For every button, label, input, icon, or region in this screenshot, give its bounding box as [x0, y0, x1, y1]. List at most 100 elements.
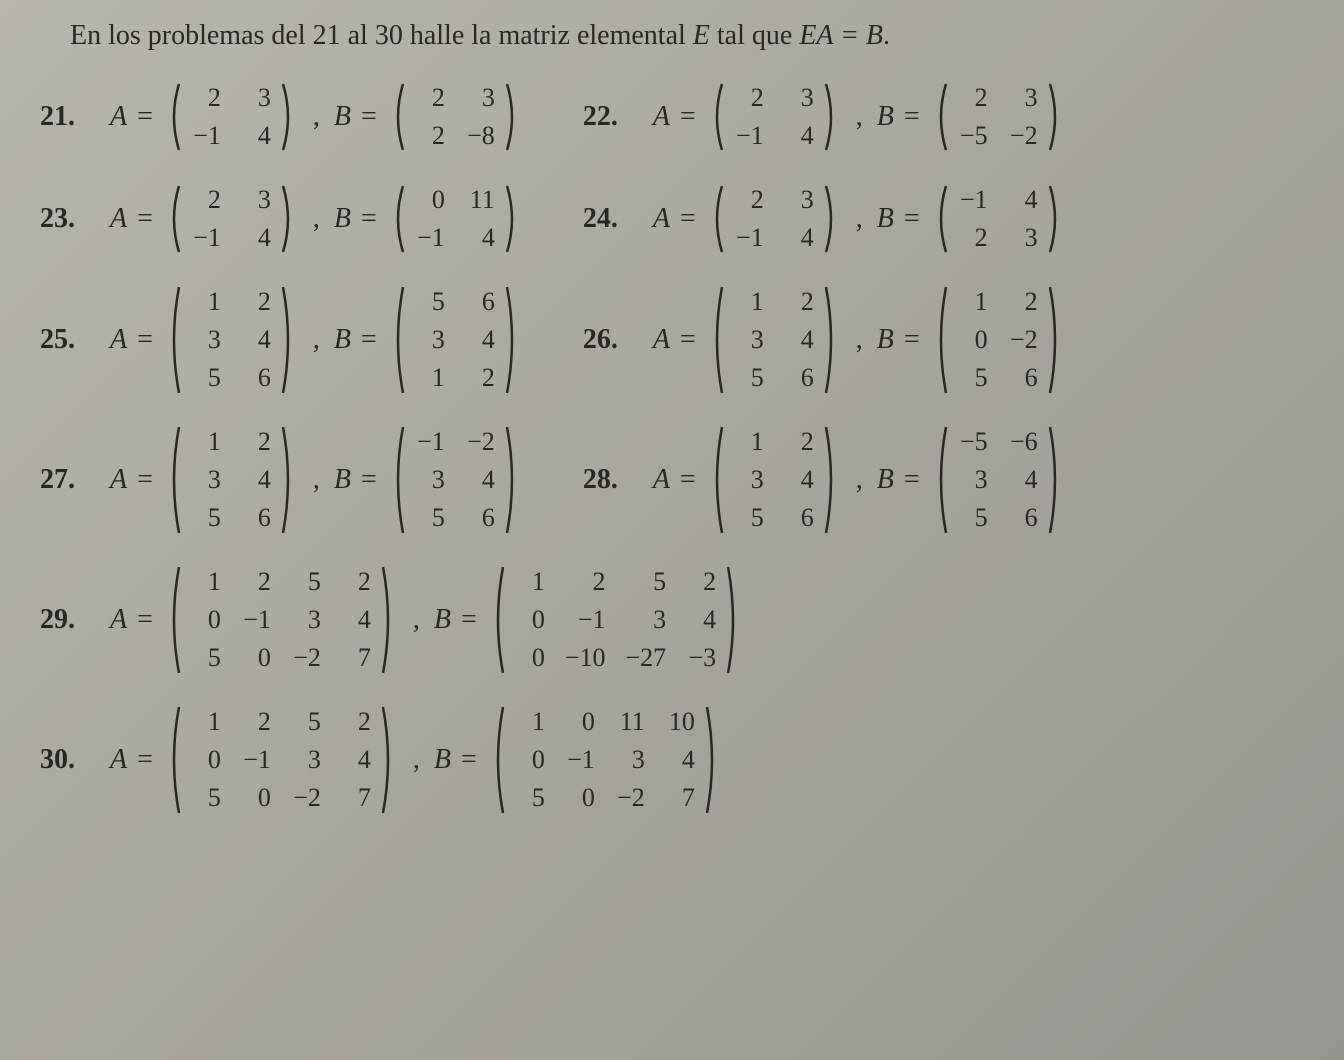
matrix-cell: 5 [734, 503, 764, 533]
var-b: B [334, 203, 351, 235]
matrix-grid: −1−23456 [405, 421, 505, 539]
matrix-cell: 4 [241, 121, 271, 151]
comma: , [413, 744, 420, 776]
equals-sign: = [904, 324, 920, 356]
equation: A = 123456, B = 563412 [110, 281, 523, 399]
instruction-mid: tal que [710, 20, 799, 51]
right-paren-icon [824, 82, 838, 152]
matrix-cell: 1 [191, 707, 221, 737]
matrix-cell: −2 [615, 783, 645, 813]
var-a: A [110, 203, 127, 235]
equals-sign: = [680, 203, 696, 235]
matrix-cell: 2 [734, 83, 764, 113]
var-a: A [653, 203, 670, 235]
matrix-cell: 3 [291, 745, 321, 775]
right-paren-icon [281, 425, 295, 535]
matrix-cell: 6 [784, 363, 814, 393]
left-paren-icon [710, 285, 724, 395]
var-b: B [434, 744, 451, 776]
right-paren-icon [1048, 425, 1062, 535]
matrix-cell: 10 [665, 707, 695, 737]
matrix-cell: 2 [784, 287, 814, 317]
problem: 25.A = 123456, B = 563412 [40, 281, 523, 399]
left-paren-icon [167, 184, 181, 254]
matrix-cell: 3 [465, 83, 495, 113]
matrix-cell: 4 [1008, 185, 1038, 215]
matrix: 563412 [387, 281, 523, 399]
matrix-cell: 2 [565, 567, 606, 597]
matrix: 123456 [163, 421, 299, 539]
matrix: 23−14 [163, 77, 299, 157]
matrix-cell: 0 [191, 745, 221, 775]
matrix: 23−14 [163, 179, 299, 259]
matrix-cell: 5 [191, 503, 221, 533]
matrix-grid: −5−63456 [948, 421, 1048, 539]
matrix-grid: 23−14 [724, 179, 824, 259]
matrix-cell: −2 [291, 783, 321, 813]
matrix-cell: 5 [958, 503, 988, 533]
equals-sign: = [361, 464, 377, 496]
instruction-prefix: En los problemas del 21 al 30 halle la m… [70, 20, 693, 51]
matrix-cell: 2 [241, 287, 271, 317]
left-paren-icon [167, 425, 181, 535]
matrix-cell: 0 [415, 185, 445, 215]
problem: 21.A = 23−14, B = 232−8 [40, 77, 523, 157]
equation: A = 12520−13450−27, B = 1011100−13450−27 [110, 701, 723, 819]
left-paren-icon [391, 425, 405, 535]
matrix-cell: 3 [1008, 223, 1038, 253]
matrix-cell: 2 [241, 427, 271, 457]
left-paren-icon [167, 705, 181, 815]
matrix-cell: 3 [241, 83, 271, 113]
equals-sign: = [361, 324, 377, 356]
matrix-grid: 23−5−2 [948, 77, 1048, 157]
matrix-grid: 12520−13450−27 [181, 561, 381, 679]
matrix: 12520−13450−27 [163, 561, 399, 679]
problems-container: 21.A = 23−14, B = 232−822.A = 23−14, B =… [40, 77, 1304, 819]
equation: A = 12520−13450−27, B = 12520−1340−10−27… [110, 561, 744, 679]
problem: 24.A = 23−14, B = −1423 [583, 179, 1066, 259]
matrix-cell: 2 [784, 427, 814, 457]
matrix-grid: 123456 [181, 281, 281, 399]
matrix-cell: 2 [465, 363, 495, 393]
left-paren-icon [934, 285, 948, 395]
matrix-cell: −1 [958, 185, 988, 215]
var-b: B [877, 324, 894, 356]
matrix-cell: 4 [784, 325, 814, 355]
matrix-cell: 3 [1008, 83, 1038, 113]
matrix-cell: −27 [625, 643, 666, 673]
matrix-grid: 12520−1340−10−27−3 [505, 561, 726, 679]
matrix-cell: −1 [734, 223, 764, 253]
problem-number: 22. [583, 101, 633, 133]
matrix-cell: 5 [191, 643, 221, 673]
matrix-cell: 3 [415, 465, 445, 495]
var-b: B [334, 324, 351, 356]
comma: , [856, 464, 863, 496]
matrix-cell: 2 [241, 567, 271, 597]
left-paren-icon [710, 82, 724, 152]
matrix-cell: 3 [191, 325, 221, 355]
matrix-cell: 1 [191, 427, 221, 457]
matrix-cell: 6 [465, 287, 495, 317]
matrix-cell: −6 [1008, 427, 1038, 457]
matrix-cell: 6 [465, 503, 495, 533]
equals-sign: = [904, 464, 920, 496]
matrix-cell: 4 [341, 745, 371, 775]
matrix: 123456 [706, 281, 842, 399]
instruction-suffix: . [883, 20, 890, 51]
matrix: 123456 [163, 281, 299, 399]
matrix-cell: 2 [191, 185, 221, 215]
var-a: A [110, 324, 127, 356]
problem-row: 27.A = 123456, B = −1−2345628.A = 123456… [40, 421, 1304, 539]
matrix-cell: 3 [615, 745, 645, 775]
matrix-cell: 6 [784, 503, 814, 533]
matrix-cell: −1 [734, 121, 764, 151]
matrix-cell: 4 [241, 325, 271, 355]
matrix-cell: 0 [241, 783, 271, 813]
right-paren-icon [281, 82, 295, 152]
matrix-cell: −2 [291, 643, 321, 673]
matrix-cell: 2 [734, 185, 764, 215]
comma: , [313, 464, 320, 496]
var-a: A [110, 604, 127, 636]
matrix-cell: 1 [191, 287, 221, 317]
equals-sign: = [137, 324, 153, 356]
